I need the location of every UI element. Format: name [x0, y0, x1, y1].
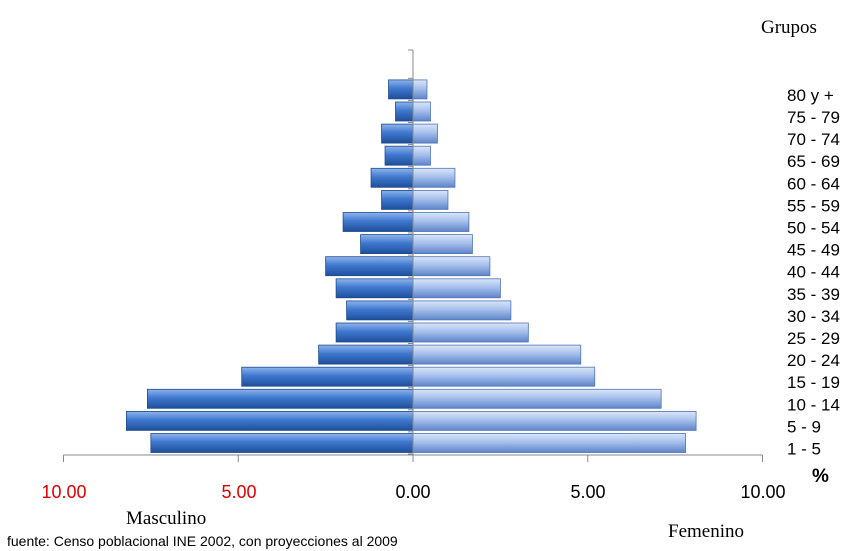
- category-label: 1 - 5: [787, 440, 821, 459]
- category-label: 70 - 74: [787, 130, 840, 149]
- bar-femenino: [412, 145, 431, 166]
- bar-femenino: [412, 123, 438, 144]
- bar-masculino: [150, 433, 414, 453]
- bar-masculino: [342, 212, 414, 232]
- bar-masculino: [146, 388, 414, 409]
- axis-layer: [63, 49, 763, 462]
- category-label: 5 - 9: [787, 417, 821, 436]
- percent-symbol: %: [812, 466, 829, 487]
- source-note: fuente: Censo poblacional INE 2002, con …: [7, 533, 398, 549]
- category-label: 35 - 39: [787, 285, 840, 304]
- bar-masculino: [335, 322, 414, 343]
- bar-femenino: [412, 433, 687, 453]
- bar-femenino: [412, 344, 582, 365]
- bars-layer: [126, 79, 697, 453]
- bar-masculino: [370, 167, 414, 188]
- femenino-label: Femenino: [668, 521, 744, 542]
- bar-femenino: [412, 388, 662, 409]
- category-label: 40 - 44: [787, 263, 840, 282]
- category-label: 10 - 14: [787, 395, 840, 414]
- category-label: 30 - 34: [787, 307, 840, 326]
- category-label: 80 y +: [787, 86, 834, 105]
- bar-masculino: [381, 189, 414, 210]
- bar-masculino: [335, 278, 414, 299]
- category-label: 60 - 64: [787, 174, 840, 193]
- bar-masculino: [346, 300, 414, 321]
- bar-masculino: [325, 256, 414, 277]
- bar-femenino: [412, 278, 501, 299]
- bar-masculino: [126, 410, 414, 431]
- bar-femenino: [412, 300, 512, 321]
- tick-label-1: 5.00: [221, 482, 256, 502]
- bar-masculino: [388, 79, 414, 100]
- bar-femenino: [412, 322, 529, 343]
- bar-masculino: [381, 123, 414, 144]
- bar-femenino: [412, 101, 431, 122]
- category-label: 75 - 79: [787, 108, 840, 127]
- category-label: 65 - 69: [787, 152, 840, 171]
- bar-masculino: [360, 234, 414, 255]
- tick-label-0: 10.00: [41, 482, 86, 502]
- bar-femenino: [412, 256, 491, 277]
- bar-masculino: [384, 145, 414, 166]
- category-label: 25 - 29: [787, 329, 840, 348]
- tick-label-4: 10.00: [740, 482, 785, 502]
- bar-femenino: [412, 79, 428, 100]
- bar-masculino: [395, 101, 414, 122]
- bar-femenino: [412, 410, 697, 431]
- bar-masculino: [318, 344, 414, 365]
- masculino-label: Masculino: [126, 508, 206, 529]
- bar-femenino: [412, 167, 456, 188]
- bar-femenino: [412, 212, 470, 232]
- bar-femenino: [412, 234, 473, 255]
- group-axis-label: Grupos: [761, 17, 817, 38]
- tick-label-3: 5.00: [570, 482, 605, 502]
- category-label: 55 - 59: [787, 196, 840, 215]
- category-label: 45 - 49: [787, 241, 840, 260]
- bar-femenino: [412, 189, 449, 210]
- tick-label-2: 0.00: [395, 482, 430, 502]
- bar-masculino: [241, 366, 414, 387]
- category-label: 20 - 24: [787, 351, 840, 370]
- category-label: 15 - 19: [787, 373, 840, 392]
- category-labels: 1 - 5 5 - 9 10 - 14 15 - 19 20 - 24 25 - 29 30…: [787, 86, 840, 459]
- category-label: 50 - 54: [787, 219, 840, 238]
- bar-femenino: [412, 366, 596, 387]
